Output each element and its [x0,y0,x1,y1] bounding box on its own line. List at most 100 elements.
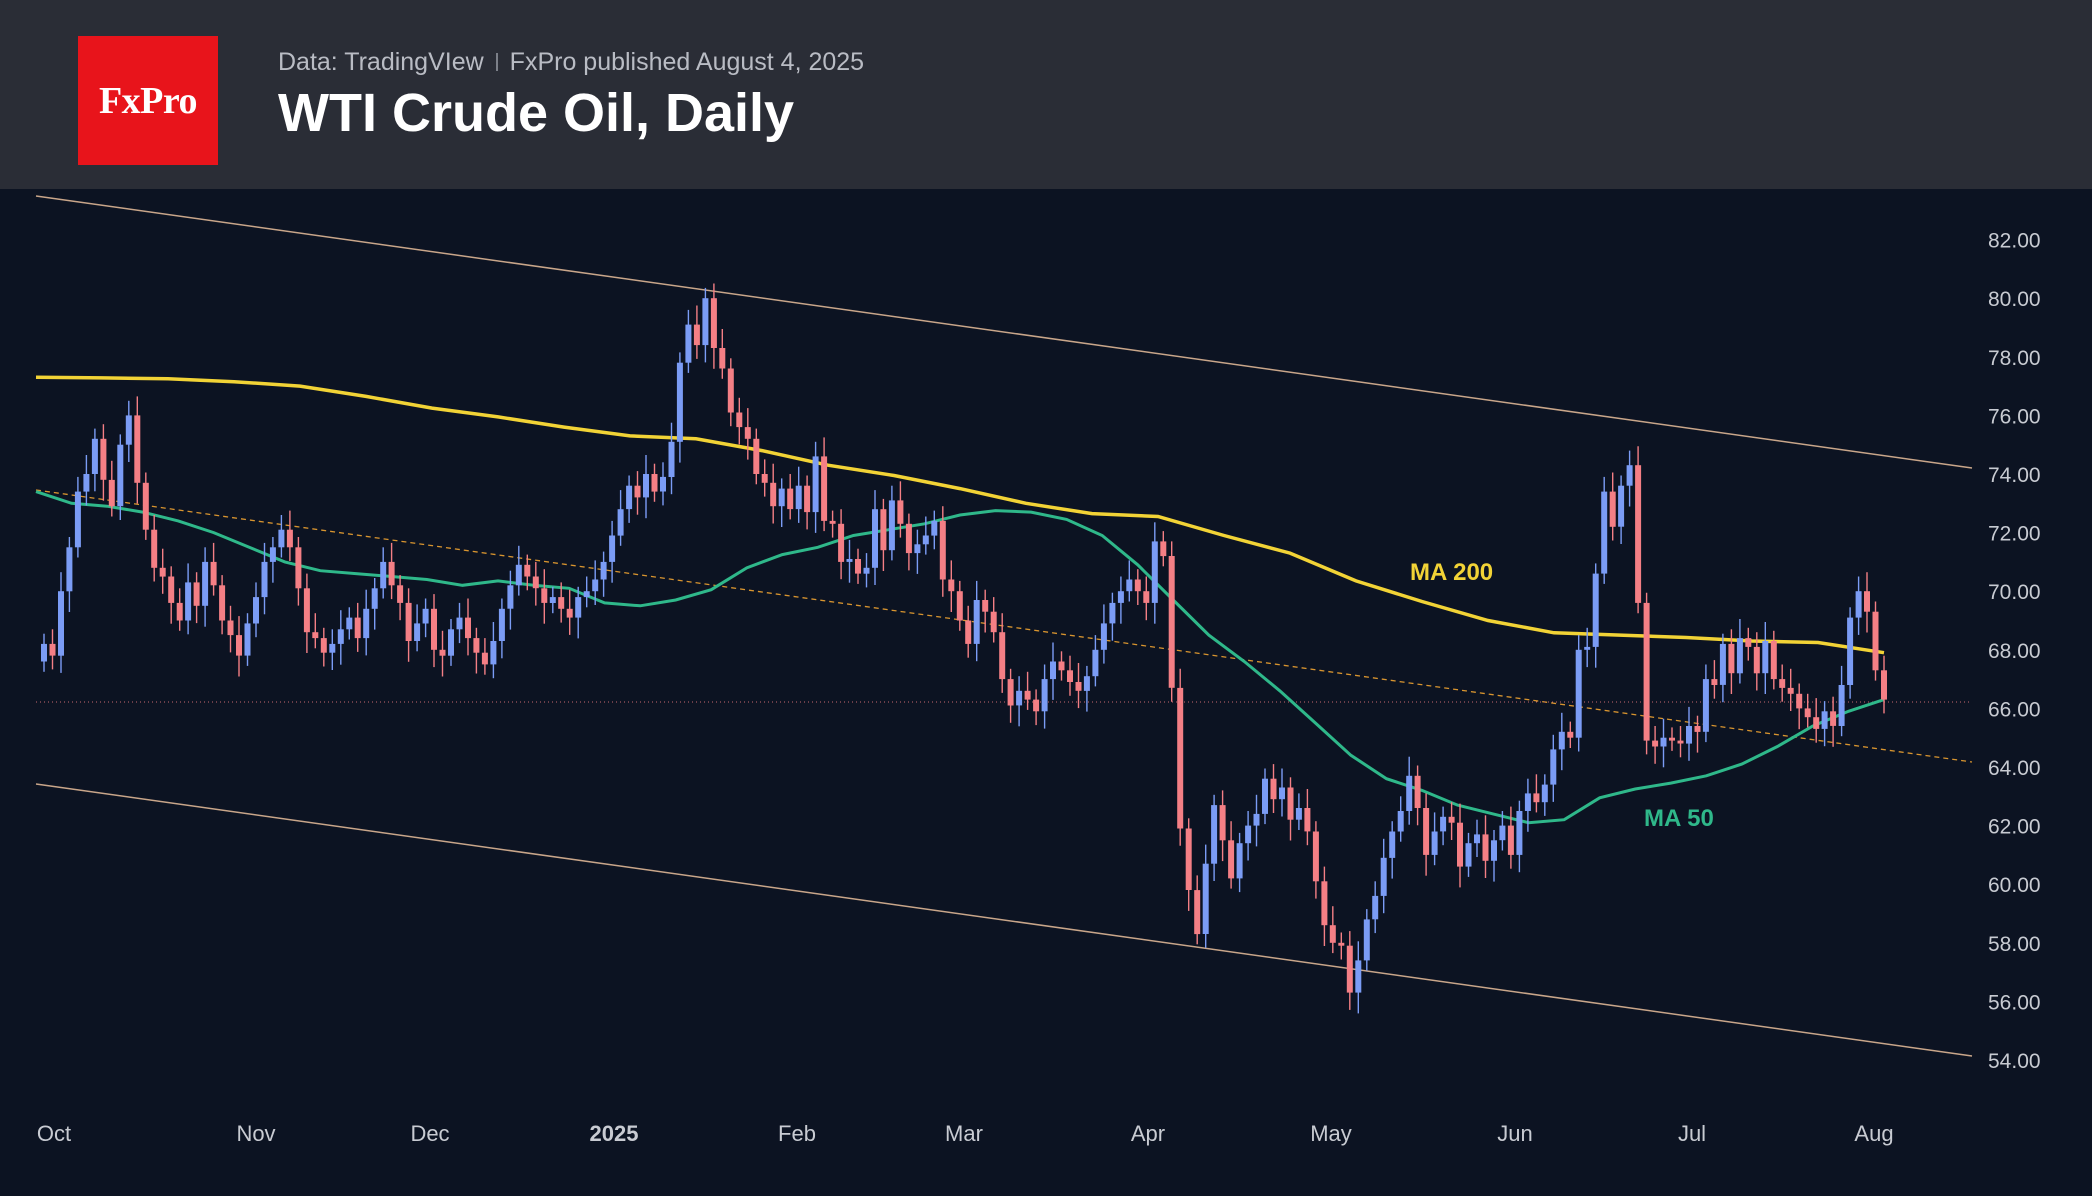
candle [965,605,972,658]
candle [693,305,700,359]
candle-body [710,298,717,348]
candle [660,462,666,506]
candle [193,572,200,624]
candle [558,582,565,623]
candle [134,396,141,504]
candle-body [583,591,590,598]
candle-body [1881,670,1887,700]
candle [1626,450,1633,507]
candle-body [439,649,446,656]
ma200-label: MA 200 [1410,559,1493,586]
candle-body [549,597,556,603]
candle-body [1151,541,1158,603]
candle [1584,627,1591,668]
candle [1558,712,1565,771]
candle-body [1448,816,1455,823]
candle [354,602,361,652]
candle [219,575,226,635]
candle-body [515,564,522,586]
candle-body [320,638,327,653]
candle-body [1872,611,1879,671]
candle [1779,664,1786,702]
date-tick-label: Jun [1497,1121,1532,1146]
candle [498,598,505,659]
candle [1312,821,1319,899]
candle-body [261,561,268,598]
candle-body [676,362,683,442]
candle-body [278,529,285,548]
candle [600,551,607,597]
candle-body [838,523,845,562]
candle [1168,541,1175,702]
candle [1329,906,1336,954]
candle [1177,668,1184,846]
candle-body [787,488,794,510]
candle-body [990,611,997,633]
candle-body [431,608,437,650]
candle-body [999,632,1006,680]
date-tick-label: 2025 [590,1121,639,1146]
candle-body [1160,541,1167,557]
candle-body [108,479,115,507]
candle-body [295,547,302,589]
candle-body [1363,919,1370,961]
candle [515,545,522,596]
candle [1423,793,1430,876]
candle-body [1660,737,1667,747]
date-tick-label: May [1310,1121,1352,1146]
candle [1100,604,1107,664]
candle [1083,665,1090,712]
candle [185,563,192,635]
candle-body [1312,831,1319,882]
candle-body [1541,784,1548,803]
candle-body [1652,740,1659,747]
date-tick-label: Mar [945,1121,983,1146]
candle-body [1431,831,1438,855]
candle [1160,531,1167,567]
candle-body [982,600,989,612]
candle [142,472,149,540]
candle [1304,789,1311,846]
chart-title: WTI Crude Oil, Daily [278,83,795,143]
candle-body [956,591,963,621]
candle [575,586,582,639]
candle [973,580,980,662]
candle-body [91,438,98,474]
candle [956,580,963,631]
candle-body [193,582,200,606]
candle [465,598,471,656]
candle [1007,668,1014,723]
candle [1075,663,1082,709]
header-bar: FxPro Data: TradingVIew FxPro published A… [0,0,2092,189]
candle-body [1380,857,1387,896]
candle [1414,765,1421,826]
candle-body [465,617,471,639]
candle-body [1321,881,1328,926]
candle [1295,793,1302,830]
candle-body [1083,676,1090,691]
candle-body [770,482,777,507]
candle-body [1821,711,1828,729]
candle-body [1550,749,1557,785]
candle [999,613,1006,693]
price-tick-label: 70.00 [1988,581,2041,604]
candle-body [1686,726,1692,744]
candle [1346,931,1353,1010]
candle-body [1075,682,1082,691]
candle-body [1592,573,1599,647]
candle [1457,803,1463,888]
candle [1753,632,1760,691]
candle [473,627,480,674]
candle-body [1440,816,1447,832]
candle [1796,683,1803,730]
candle [702,287,709,363]
candle-body [337,629,344,644]
candle-body [1711,679,1718,685]
candle [1728,629,1735,694]
candle [176,588,183,631]
candle-body [1236,843,1243,879]
candle [872,490,878,585]
candle [1635,446,1642,614]
candle-body [541,588,548,603]
candle-body [142,482,149,530]
